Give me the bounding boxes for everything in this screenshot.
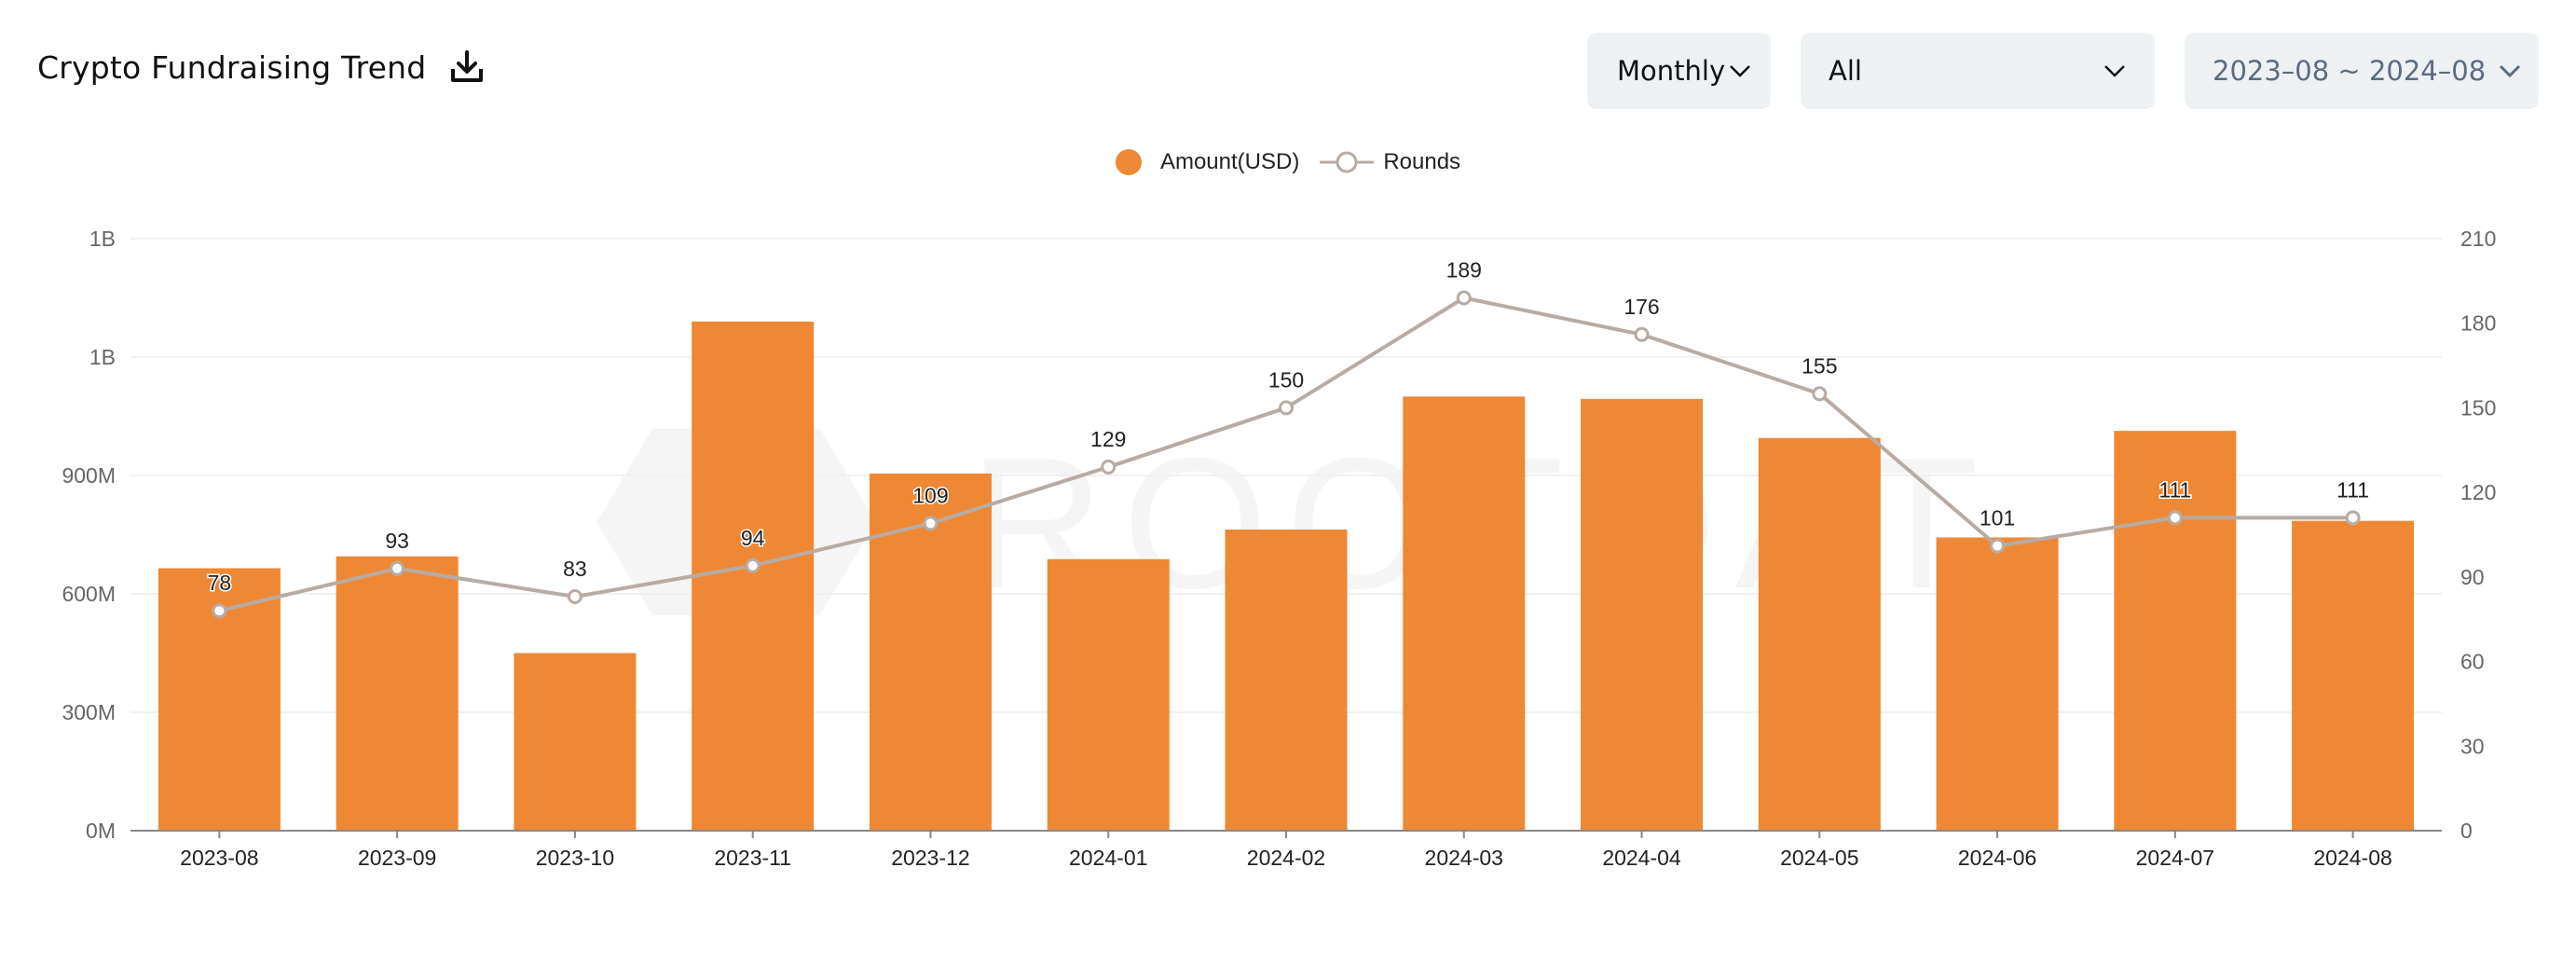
bar[interactable] bbox=[1581, 398, 1704, 831]
rounds-data-label: 129 bbox=[1090, 427, 1126, 451]
rounds-point[interactable] bbox=[2167, 510, 2183, 526]
rounds-point[interactable] bbox=[1456, 290, 1472, 306]
rounds-data-label: 78 bbox=[208, 571, 232, 595]
bar[interactable] bbox=[2114, 431, 2237, 831]
y-axis-left-tick-label: 1B bbox=[89, 345, 116, 369]
download-icon[interactable] bbox=[448, 48, 486, 86]
x-axis-tick-label: 2023-09 bbox=[358, 846, 436, 870]
x-axis-tick-label: 2024-05 bbox=[1780, 846, 1858, 870]
y-axis-right-tick-label: 60 bbox=[2460, 650, 2485, 674]
rounds-point[interactable] bbox=[1279, 400, 1294, 416]
rounds-data-label: 189 bbox=[1446, 258, 1482, 282]
bar[interactable] bbox=[692, 321, 815, 831]
chart-legend: Amount(USD) Rounds bbox=[0, 149, 2576, 175]
period-select[interactable]: Monthly bbox=[1587, 33, 1771, 109]
x-axis-tick-label: 2024-02 bbox=[1247, 846, 1325, 870]
legend-rounds-label: Rounds bbox=[1383, 149, 1461, 174]
rounds-point[interactable] bbox=[1101, 459, 1117, 475]
legend-line-swatch bbox=[1320, 151, 1375, 173]
y-axis-left-tick-label: 300M bbox=[62, 700, 116, 724]
rounds-point[interactable] bbox=[2345, 510, 2361, 526]
x-axis-tick-label: 2024-03 bbox=[1425, 846, 1503, 870]
y-axis-left-tick-label: 600M bbox=[62, 582, 116, 606]
x-axis-tick-label: 2023-10 bbox=[536, 846, 614, 870]
rounds-data-label: 176 bbox=[1624, 295, 1659, 319]
chevron-down-icon bbox=[2104, 65, 2125, 77]
rounds-point[interactable] bbox=[923, 516, 939, 531]
y-axis-right-tick-label: 120 bbox=[2460, 480, 2496, 504]
bar[interactable] bbox=[1225, 529, 1348, 831]
chevron-down-icon bbox=[1730, 65, 1750, 77]
x-axis-tick-label: 2023-08 bbox=[180, 846, 258, 870]
chart-header: Crypto Fundraising Trend Monthly All 202… bbox=[0, 0, 2576, 140]
bar[interactable] bbox=[514, 653, 637, 832]
rounds-data-label: 109 bbox=[912, 483, 948, 507]
rounds-point[interactable] bbox=[745, 558, 760, 573]
rounds-data-label: 93 bbox=[385, 529, 409, 553]
rounds-point[interactable] bbox=[212, 603, 227, 619]
chevron-down-icon bbox=[2499, 64, 2521, 78]
bar[interactable] bbox=[1936, 537, 2059, 831]
category-select[interactable]: All bbox=[1801, 33, 2155, 109]
rounds-point[interactable] bbox=[567, 589, 582, 605]
period-select-value: Monthly bbox=[1617, 55, 1726, 87]
rounds-data-label: 111 bbox=[2336, 477, 2369, 502]
rounds-point[interactable] bbox=[1634, 326, 1650, 342]
x-axis-tick-label: 2024-07 bbox=[2136, 846, 2214, 870]
title-group: Crypto Fundraising Trend bbox=[37, 48, 486, 86]
rounds-data-label: 101 bbox=[1980, 506, 2015, 530]
x-axis-tick-label: 2024-04 bbox=[1602, 846, 1681, 870]
bar[interactable] bbox=[1047, 558, 1170, 831]
category-select-value: All bbox=[1829, 55, 1862, 87]
rounds-data-label: 111 bbox=[2158, 477, 2191, 502]
y-axis-right-tick-label: 30 bbox=[2460, 734, 2485, 758]
bar[interactable] bbox=[336, 556, 459, 831]
bar[interactable] bbox=[2292, 520, 2415, 831]
x-axis-tick-label: 2024-01 bbox=[1069, 846, 1147, 870]
x-axis-tick-label: 2024-06 bbox=[1958, 846, 2036, 870]
x-axis-tick-label: 2023-12 bbox=[891, 846, 969, 870]
rounds-data-label: 150 bbox=[1268, 367, 1304, 392]
x-axis-tick-label: 2024-08 bbox=[2313, 846, 2391, 870]
y-axis-left-tick-label: 0M bbox=[86, 819, 116, 843]
rounds-data-label: 155 bbox=[1802, 353, 1837, 378]
date-range-picker[interactable]: 2023–08 ~ 2024–08 bbox=[2185, 33, 2539, 109]
rounds-point[interactable] bbox=[390, 560, 405, 576]
rounds-point[interactable] bbox=[1990, 538, 2006, 554]
y-axis-left-tick-label: 1B bbox=[89, 227, 116, 251]
y-axis-left-tick-label: 900M bbox=[62, 463, 116, 488]
chart-title: Crypto Fundraising Trend bbox=[37, 48, 427, 86]
rounds-data-label: 83 bbox=[563, 557, 587, 581]
rounds-point[interactable] bbox=[1812, 386, 1828, 402]
y-axis-right-tick-label: 180 bbox=[2460, 311, 2496, 336]
x-axis-tick-label: 2023-11 bbox=[714, 846, 791, 870]
y-axis-right-tick-label: 0 bbox=[2460, 819, 2473, 843]
bar[interactable] bbox=[1403, 396, 1526, 831]
y-axis-right-tick-label: 150 bbox=[2460, 395, 2496, 420]
y-axis-right-tick-label: 210 bbox=[2460, 227, 2496, 251]
date-range-value: 2023–08 ~ 2024–08 bbox=[2213, 55, 2487, 87]
legend-bar-swatch bbox=[1115, 149, 1142, 175]
bar[interactable] bbox=[1758, 437, 1881, 831]
legend-item-rounds[interactable]: Rounds bbox=[1320, 149, 1460, 175]
legend-amount-label: Amount(USD) bbox=[1159, 149, 1300, 174]
rounds-data-label: 94 bbox=[741, 526, 765, 550]
y-axis-right-tick-label: 90 bbox=[2460, 565, 2485, 589]
legend-item-amount[interactable]: Amount(USD) bbox=[1115, 149, 1300, 175]
